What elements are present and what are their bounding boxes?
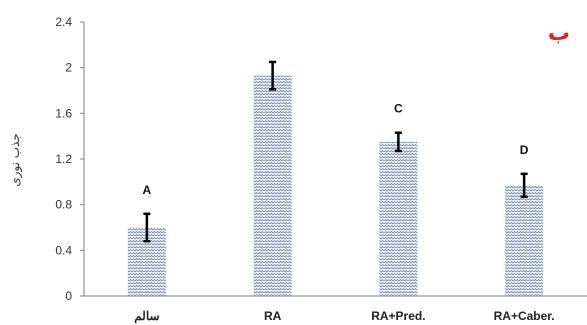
- bar-letter-label: D: [520, 143, 529, 157]
- y-tick-label: 0: [65, 289, 72, 303]
- y-tick-label: 1.6: [55, 106, 72, 120]
- y-tick-label: 0.8: [55, 198, 72, 212]
- bar: [253, 75, 292, 297]
- error-bar: [394, 131, 402, 153]
- y-axis-label: جذب نوری: [8, 133, 23, 187]
- y-tick-labels: 0 0.4 0.8 1.2 1.6 2 2.4: [55, 15, 72, 303]
- error-bar: [520, 172, 528, 198]
- error-bars: [143, 60, 528, 243]
- bar-letter-label: A: [143, 183, 152, 197]
- bar: [505, 185, 544, 296]
- x-tick-label: RA: [264, 309, 282, 323]
- y-tick-label: 0.4: [55, 243, 72, 257]
- bar: [379, 141, 418, 296]
- x-tick-label: RA+Pred.: [371, 309, 425, 323]
- y-tick-label: 1.2: [55, 152, 72, 166]
- x-tick-labels: سالم RA RA+Pred. RA+Caber.: [134, 309, 554, 324]
- bar-letter-label: C: [394, 102, 403, 116]
- axes: [80, 21, 587, 297]
- x-tick-label: سالم: [134, 309, 159, 324]
- y-tick-label: 2.4: [55, 15, 72, 29]
- bars: [127, 75, 544, 297]
- error-bar: [269, 60, 277, 91]
- bar-letter-labels: A C D: [143, 102, 529, 197]
- y-tick-label: 2: [65, 61, 72, 75]
- x-tick-label: RA+Caber.: [494, 309, 555, 323]
- error-bar: [143, 212, 151, 243]
- panel-label: ب: [548, 21, 570, 46]
